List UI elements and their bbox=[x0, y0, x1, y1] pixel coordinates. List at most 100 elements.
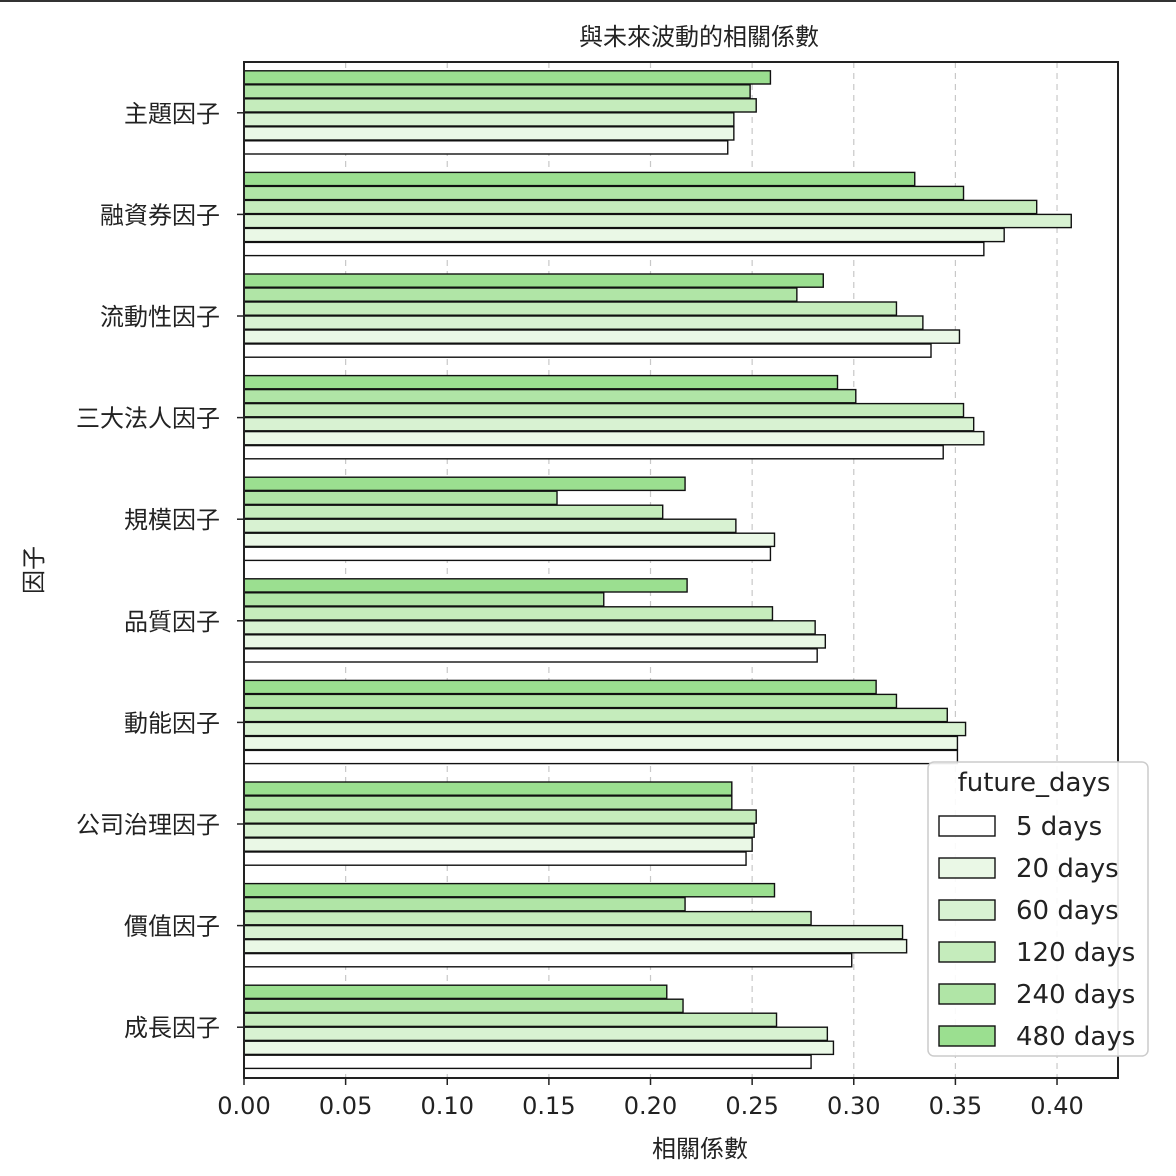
legend-title: future_days bbox=[958, 768, 1111, 798]
bar bbox=[243, 171, 916, 187]
bar bbox=[243, 809, 757, 824]
legend-swatch bbox=[938, 899, 996, 921]
legend-swatch bbox=[938, 941, 996, 963]
bar bbox=[243, 518, 737, 534]
bar bbox=[243, 98, 757, 113]
bar bbox=[243, 1012, 778, 1028]
y-tick-label: 公司治理因子 bbox=[76, 811, 220, 839]
bar bbox=[243, 388, 857, 404]
bar bbox=[243, 301, 898, 316]
bar bbox=[243, 823, 755, 838]
bar bbox=[243, 1040, 835, 1056]
bar bbox=[243, 430, 985, 446]
legend-swatch bbox=[938, 815, 996, 837]
bar bbox=[243, 592, 605, 607]
bar bbox=[243, 882, 776, 898]
bar bbox=[243, 749, 959, 765]
bar bbox=[243, 984, 668, 1000]
bar bbox=[243, 185, 965, 201]
x-tick-label: 0.00 bbox=[217, 1092, 270, 1120]
bar bbox=[243, 781, 733, 796]
bar bbox=[243, 693, 898, 709]
y-tick-label: 主題因子 bbox=[124, 100, 220, 128]
bar bbox=[243, 851, 747, 866]
bar bbox=[243, 343, 932, 358]
bar bbox=[243, 707, 948, 723]
bar bbox=[243, 735, 959, 751]
x-axis-ticks: 0.00 0.05 0.10 0.15 0.20 0.25 0.30 0.35 0.40 bbox=[217, 1078, 1084, 1120]
y-axis-ticks: 主題因子融資券因子流動性因子三大法人因子規模因子品質因子動能因子公司治理因子價值… bbox=[76, 100, 244, 1042]
bar bbox=[243, 374, 839, 390]
y-tick-label: 品質因子 bbox=[124, 608, 220, 636]
bar bbox=[243, 837, 753, 852]
bar bbox=[243, 213, 1072, 229]
plot-area-frame bbox=[243, 61, 1119, 1079]
y-tick-label: 動能因子 bbox=[124, 709, 220, 737]
bar bbox=[243, 416, 975, 432]
bar bbox=[243, 620, 816, 635]
bars bbox=[243, 70, 1072, 1070]
x-tick-label: 0.20 bbox=[624, 1092, 677, 1120]
bar bbox=[243, 315, 924, 330]
bar bbox=[243, 227, 1005, 243]
y-tick-label: 規模因子 bbox=[124, 506, 220, 534]
bar bbox=[243, 546, 772, 562]
bar bbox=[243, 578, 688, 593]
y-tick-label: 成長因子 bbox=[124, 1014, 220, 1042]
legend-swatch bbox=[938, 857, 996, 879]
legend: future_days 5 days 20 days 60 days 120 days… bbox=[927, 761, 1149, 1057]
bar bbox=[243, 998, 684, 1014]
bar bbox=[243, 1026, 829, 1042]
x-tick-label: 0.35 bbox=[929, 1092, 982, 1120]
bar bbox=[243, 140, 729, 155]
bar bbox=[243, 910, 812, 926]
x-tick-label: 0.25 bbox=[725, 1092, 778, 1120]
bar bbox=[243, 721, 967, 737]
legend-label: 20 days bbox=[1016, 854, 1119, 884]
bar bbox=[243, 402, 965, 418]
bar bbox=[243, 241, 985, 257]
bar bbox=[243, 329, 961, 344]
x-tick-label: 0.40 bbox=[1030, 1092, 1083, 1120]
bar bbox=[243, 924, 904, 940]
bar bbox=[243, 126, 735, 141]
bar bbox=[243, 273, 824, 288]
x-axis-label: 相關係數 bbox=[652, 1135, 748, 1163]
legend-label: 240 days bbox=[1016, 980, 1135, 1010]
bar bbox=[243, 896, 686, 912]
y-tick-label: 流動性因子 bbox=[100, 303, 220, 331]
legend-swatch bbox=[938, 983, 996, 1005]
bar bbox=[243, 490, 558, 506]
x-tick-label: 0.15 bbox=[522, 1092, 575, 1120]
legend-label: 5 days bbox=[1016, 812, 1102, 842]
bar bbox=[243, 679, 877, 695]
bar bbox=[243, 199, 1038, 215]
bar bbox=[243, 112, 735, 127]
legend-swatch bbox=[938, 1025, 996, 1047]
x-tick-label: 0.10 bbox=[421, 1092, 474, 1120]
bar bbox=[243, 938, 908, 954]
y-axis-label: 因子 bbox=[20, 546, 48, 594]
y-tick-label: 融資券因子 bbox=[100, 201, 220, 229]
bar bbox=[243, 287, 798, 302]
bar bbox=[243, 84, 751, 99]
bar bbox=[243, 70, 772, 85]
legend-label: 120 days bbox=[1016, 938, 1135, 968]
bar bbox=[243, 504, 664, 520]
bar bbox=[243, 648, 818, 663]
bar bbox=[243, 795, 733, 810]
bar bbox=[243, 532, 776, 548]
x-tick-label: 0.30 bbox=[827, 1092, 880, 1120]
legend-items: 5 days 20 days 60 days 120 days 240 days 480 … bbox=[938, 812, 1135, 1052]
legend-label: 480 days bbox=[1016, 1022, 1135, 1052]
x-tick-label: 0.05 bbox=[319, 1092, 372, 1120]
legend-label: 60 days bbox=[1016, 896, 1119, 926]
bar bbox=[243, 634, 827, 649]
y-tick-label: 三大法人因子 bbox=[76, 405, 220, 433]
bar bbox=[243, 476, 686, 492]
bar bbox=[243, 606, 774, 621]
bar bbox=[243, 1054, 812, 1070]
bar bbox=[243, 444, 944, 460]
y-tick-label: 價值因子 bbox=[124, 913, 220, 941]
